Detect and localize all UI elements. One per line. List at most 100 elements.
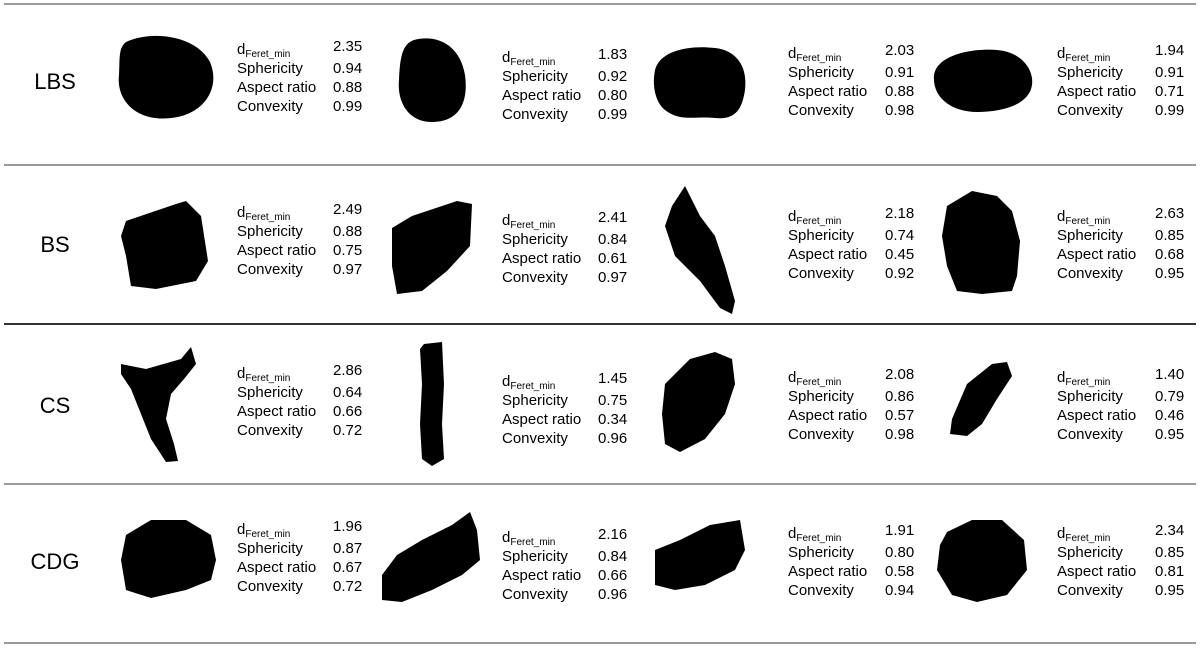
metric-label: Convexity bbox=[788, 102, 854, 119]
metric-label: Convexity bbox=[502, 430, 568, 447]
metric-value: 0.75 bbox=[598, 392, 627, 409]
metric-symbol: d bbox=[788, 525, 796, 542]
metric-label: dFeret_min bbox=[1057, 45, 1110, 64]
particle-silhouette bbox=[655, 520, 745, 590]
row-label: BS bbox=[40, 232, 69, 257]
metric-subscript: Feret_min bbox=[510, 220, 555, 231]
metric-value: 2.08 bbox=[885, 366, 914, 383]
metric-value: 0.58 bbox=[885, 563, 914, 580]
particle-silhouette bbox=[121, 520, 216, 598]
metric-label: dFeret_min bbox=[1057, 369, 1110, 388]
metric-label: Aspect ratio bbox=[788, 83, 867, 100]
metric-subscript: Feret_min bbox=[245, 49, 290, 60]
metric-value: 1.94 bbox=[1155, 42, 1184, 59]
metric-value: 2.18 bbox=[885, 205, 914, 222]
metric-label: dFeret_min bbox=[788, 45, 841, 64]
metric-value: 0.68 bbox=[1155, 246, 1184, 263]
metric-label: Aspect ratio bbox=[237, 242, 316, 259]
metric-value: 2.03 bbox=[885, 42, 914, 59]
metric-value: 0.72 bbox=[333, 578, 362, 595]
metric-label: Sphericity bbox=[237, 384, 303, 401]
metric-label: Sphericity bbox=[237, 223, 303, 240]
particle-silhouette bbox=[933, 49, 1033, 112]
metric-value: 0.95 bbox=[1155, 582, 1184, 599]
metric-label: dFeret_min bbox=[502, 212, 555, 231]
metric-value: 0.97 bbox=[598, 269, 627, 286]
metric-value: 0.91 bbox=[885, 64, 914, 81]
metric-symbol: d bbox=[788, 45, 796, 62]
metric-value: 0.91 bbox=[1155, 64, 1184, 81]
particle-silhouette bbox=[392, 201, 472, 294]
metric-value: 0.98 bbox=[885, 426, 914, 443]
metric-label: Aspect ratio bbox=[1057, 563, 1136, 580]
metric-label: dFeret_min bbox=[237, 365, 290, 384]
row-label: LBS bbox=[34, 69, 76, 94]
metric-value: 0.75 bbox=[333, 242, 362, 259]
metric-label: Aspect ratio bbox=[237, 559, 316, 576]
metric-value: 0.79 bbox=[1155, 388, 1184, 405]
particle-silhouette bbox=[937, 520, 1027, 602]
metric-subscript: Feret_min bbox=[245, 373, 290, 384]
metric-value: 0.88 bbox=[885, 83, 914, 100]
metric-subscript: Feret_min bbox=[245, 212, 290, 223]
particle-silhouette bbox=[950, 362, 1012, 436]
metric-value: 0.94 bbox=[885, 582, 914, 599]
metric-value: 1.40 bbox=[1155, 366, 1184, 383]
metric-value: 0.81 bbox=[1155, 563, 1184, 580]
metric-label: dFeret_min bbox=[788, 369, 841, 388]
metric-value: 0.66 bbox=[333, 403, 362, 420]
particle-silhouette bbox=[665, 186, 735, 314]
particle-silhouette bbox=[653, 47, 746, 119]
metric-label: dFeret_min bbox=[502, 529, 555, 548]
particle-silhouette bbox=[420, 342, 444, 466]
metric-label: Convexity bbox=[788, 582, 854, 599]
metric-value: 2.41 bbox=[598, 209, 627, 226]
metric-label: Convexity bbox=[1057, 426, 1123, 443]
metric-label: Aspect ratio bbox=[502, 250, 581, 267]
metric-value: 0.67 bbox=[333, 559, 362, 576]
metric-symbol: d bbox=[237, 41, 245, 58]
metric-value: 0.95 bbox=[1155, 426, 1184, 443]
metric-label: Aspect ratio bbox=[788, 563, 867, 580]
metric-label: Aspect ratio bbox=[502, 87, 581, 104]
metric-subscript: Feret_min bbox=[1065, 533, 1110, 544]
metric-label: Convexity bbox=[237, 261, 303, 278]
metric-subscript: Feret_min bbox=[1065, 216, 1110, 227]
metric-label: Convexity bbox=[502, 586, 568, 603]
metric-value: 0.87 bbox=[333, 540, 362, 557]
metric-symbol: d bbox=[1057, 208, 1065, 225]
metric-subscript: Feret_min bbox=[796, 533, 841, 544]
metric-label: Sphericity bbox=[502, 68, 568, 85]
metric-value: 0.46 bbox=[1155, 407, 1184, 424]
metric-label: Convexity bbox=[1057, 582, 1123, 599]
metric-label: Aspect ratio bbox=[1057, 407, 1136, 424]
metric-value: 0.64 bbox=[333, 384, 362, 401]
metric-value: 0.88 bbox=[333, 79, 362, 96]
metric-value: 0.34 bbox=[598, 411, 627, 428]
metric-subscript: Feret_min bbox=[510, 537, 555, 548]
particle-silhouette bbox=[662, 352, 735, 452]
metric-value: 0.45 bbox=[885, 246, 914, 263]
metric-value: 0.80 bbox=[885, 544, 914, 561]
metric-label: dFeret_min bbox=[788, 208, 841, 227]
metric-label: dFeret_min bbox=[1057, 208, 1110, 227]
metric-label: Sphericity bbox=[502, 231, 568, 248]
metric-value: 0.66 bbox=[598, 567, 627, 584]
particle-silhouette bbox=[121, 347, 196, 462]
metric-label: dFeret_min bbox=[237, 521, 290, 540]
metric-value: 0.99 bbox=[1155, 102, 1184, 119]
metric-value: 0.96 bbox=[598, 586, 627, 603]
metric-label: dFeret_min bbox=[1057, 525, 1110, 544]
metric-symbol: d bbox=[788, 208, 796, 225]
metric-value: 0.80 bbox=[598, 87, 627, 104]
metric-label: Aspect ratio bbox=[1057, 83, 1136, 100]
metric-label: Sphericity bbox=[237, 540, 303, 557]
metric-label: Aspect ratio bbox=[1057, 246, 1136, 263]
metric-value: 0.88 bbox=[333, 223, 362, 240]
metric-symbol: d bbox=[237, 365, 245, 382]
metric-label: Aspect ratio bbox=[502, 411, 581, 428]
metric-label: Sphericity bbox=[502, 548, 568, 565]
metric-label: Convexity bbox=[788, 265, 854, 282]
metric-label: Aspect ratio bbox=[237, 79, 316, 96]
